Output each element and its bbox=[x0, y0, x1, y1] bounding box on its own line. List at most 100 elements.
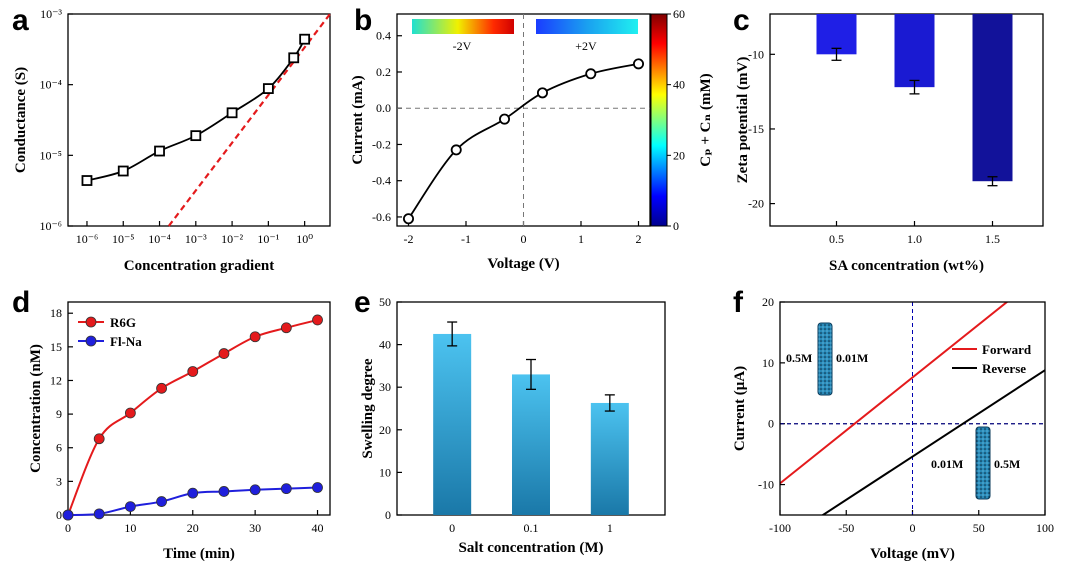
panel-f-xtick-label: 100 bbox=[1036, 521, 1054, 535]
panel-label-f: f bbox=[733, 286, 744, 319]
panel-d-frame bbox=[67, 301, 331, 516]
panel-d-series-line bbox=[67, 318, 318, 516]
panel-a-chart: 10⁻⁶ 10⁻⁵ 10⁻⁴ 10⁻³ 10⁻² 10⁻¹ 10⁰ 10⁻⁶ 10⁻⁵ 10⁻⁴ 1… bbox=[13, 7, 331, 274]
panel-f-legend-label: Forward bbox=[982, 342, 1032, 357]
panel-c-xtick-label: 1.0 bbox=[907, 232, 922, 246]
panel-b-colorbar bbox=[650, 13, 668, 227]
panel-a-xtick-label: 10⁻¹ bbox=[257, 232, 279, 246]
panel-a-point bbox=[262, 83, 274, 94]
panel-d-ytick-label: 15 bbox=[50, 340, 62, 354]
panel-d-point bbox=[187, 366, 199, 377]
panel-d-ytick-label: 3 bbox=[56, 474, 62, 488]
panel-b-colorbar-tick-label: 20 bbox=[673, 148, 685, 162]
panel-label-c: c bbox=[733, 4, 750, 37]
panel-a-point bbox=[81, 175, 93, 186]
panel-d-ytick-label: 18 bbox=[50, 306, 62, 320]
panel-b-ytick-label: 0.2 bbox=[376, 65, 391, 79]
panel-c-xtick-label: 1.5 bbox=[985, 232, 1000, 246]
panel-d-ytick-label: 0 bbox=[56, 508, 62, 522]
panel-a-point bbox=[190, 130, 202, 142]
panel-e-ytick-label: 30 bbox=[379, 380, 391, 394]
panel-d-point bbox=[249, 331, 261, 343]
panel-a-point bbox=[299, 33, 311, 45]
panel-d-ylabel: Concentration (nM) bbox=[28, 344, 44, 473]
panel-c-ylabel: Zeta potential (mV) bbox=[735, 57, 751, 184]
panel-label-a: a bbox=[12, 4, 29, 37]
panel-a-point bbox=[154, 145, 165, 157]
panel-d-point bbox=[93, 508, 105, 520]
panel-f-series-line bbox=[821, 369, 1045, 515]
panel-a-frame bbox=[67, 13, 331, 227]
panel-d-xlabel: Time (min) bbox=[163, 546, 235, 562]
panel-c-bar bbox=[816, 14, 857, 55]
panel-d-xtick-label: 0 bbox=[65, 521, 71, 535]
panel-a-ylabel: Conductance (S) bbox=[13, 67, 29, 173]
panel-b-point bbox=[536, 87, 548, 99]
panel-d-point bbox=[218, 486, 230, 497]
panel-b-xtick-label: 1 bbox=[578, 232, 584, 246]
panel-b-colorbar-tick-label: 0 bbox=[673, 219, 679, 233]
panel-a-xtick-label: 10⁻⁶ bbox=[76, 232, 99, 246]
panel-f-ylabel: Current (μA) bbox=[732, 366, 748, 451]
panel-d-point bbox=[187, 487, 199, 499]
panel-b-point bbox=[450, 144, 462, 156]
panel-a-xtick-label: 10⁰ bbox=[296, 232, 313, 246]
panel-d-xtick-label: 20 bbox=[187, 521, 199, 535]
panel-b-point bbox=[499, 113, 511, 125]
panel-e-ytick-label: 10 bbox=[379, 465, 391, 479]
panel-d-legend-marker bbox=[85, 335, 97, 347]
panel-f-xtick-label: 50 bbox=[973, 521, 985, 535]
panel-d-point bbox=[280, 322, 292, 334]
panel-label-b: b bbox=[354, 4, 372, 37]
panel-label-e: e bbox=[354, 286, 371, 319]
panel-b-point bbox=[633, 58, 645, 70]
panel-b-pos-strip bbox=[536, 19, 638, 34]
panel-a-ytick-label: 10⁻⁵ bbox=[39, 148, 62, 162]
panel-e-bar bbox=[433, 333, 472, 515]
panel-f-ytick-label: 20 bbox=[762, 295, 774, 309]
panel-d-point bbox=[249, 484, 261, 496]
panel-e-xtick-label: 0.1 bbox=[524, 521, 539, 535]
panel-d-point bbox=[312, 314, 323, 326]
panel-e-xlabel: Salt concentration (M) bbox=[459, 540, 604, 556]
panel-c-xtick-label: 0.5 bbox=[829, 232, 844, 246]
panel-f-xtick-label: -100 bbox=[769, 521, 791, 535]
panel-f-ytick-label: 0 bbox=[768, 417, 774, 431]
panel-d-chart: 0 10 20 30 40 0 3 6 9 12 15 18 Time (min) Concentrati… bbox=[28, 301, 331, 562]
panel-f-pore-upper bbox=[817, 322, 833, 396]
panel-a-point bbox=[117, 165, 129, 177]
panel-b-ytick-label: 0.4 bbox=[376, 29, 391, 43]
panel-b-point bbox=[402, 213, 414, 225]
panel-a-xtick-label: 10⁻⁵ bbox=[112, 232, 135, 246]
panel-a-xtick-label: 10⁻³ bbox=[185, 232, 207, 246]
panel-d-xtick-label: 40 bbox=[312, 521, 324, 535]
panel-a-fit-line bbox=[167, 13, 331, 227]
panel-a-xtick-label: 10⁻² bbox=[221, 232, 243, 246]
panel-b-xlabel: Voltage (V) bbox=[487, 256, 559, 272]
panel-d-ytick-label: 9 bbox=[56, 407, 62, 421]
panel-b-xtick-label: 0 bbox=[521, 232, 527, 246]
panel-label-d: d bbox=[12, 286, 30, 319]
panel-a-xlabel: Concentration gradient bbox=[124, 258, 274, 274]
panel-b-ytick-label: -0.6 bbox=[372, 210, 391, 224]
panel-b-xtick-label: -1 bbox=[461, 232, 471, 246]
panel-a-series-line bbox=[86, 38, 306, 182]
panel-f-annot-001m-lower: 0.01M bbox=[931, 457, 963, 471]
panel-e-bar bbox=[590, 402, 629, 515]
panel-d-point bbox=[280, 483, 292, 495]
panel-c-bar bbox=[894, 14, 935, 88]
panel-a-xtick-label: 10⁻⁴ bbox=[148, 232, 171, 246]
panel-f-legend-label: Reverse bbox=[982, 361, 1026, 376]
panel-d-legend-marker bbox=[85, 316, 97, 328]
panel-f-annot-05m-upper: 0.5M bbox=[786, 351, 812, 365]
panel-b-ytick-label: 0.0 bbox=[376, 101, 391, 115]
panel-e-ytick-label: 20 bbox=[379, 423, 391, 437]
panel-f-ytick-label: -10 bbox=[758, 478, 774, 492]
panel-c-ytick-label: -20 bbox=[748, 197, 764, 211]
panel-b-xtick-label: 2 bbox=[636, 232, 642, 246]
panel-b-ytick-label: -0.4 bbox=[372, 174, 391, 188]
panel-d-point bbox=[124, 501, 136, 512]
